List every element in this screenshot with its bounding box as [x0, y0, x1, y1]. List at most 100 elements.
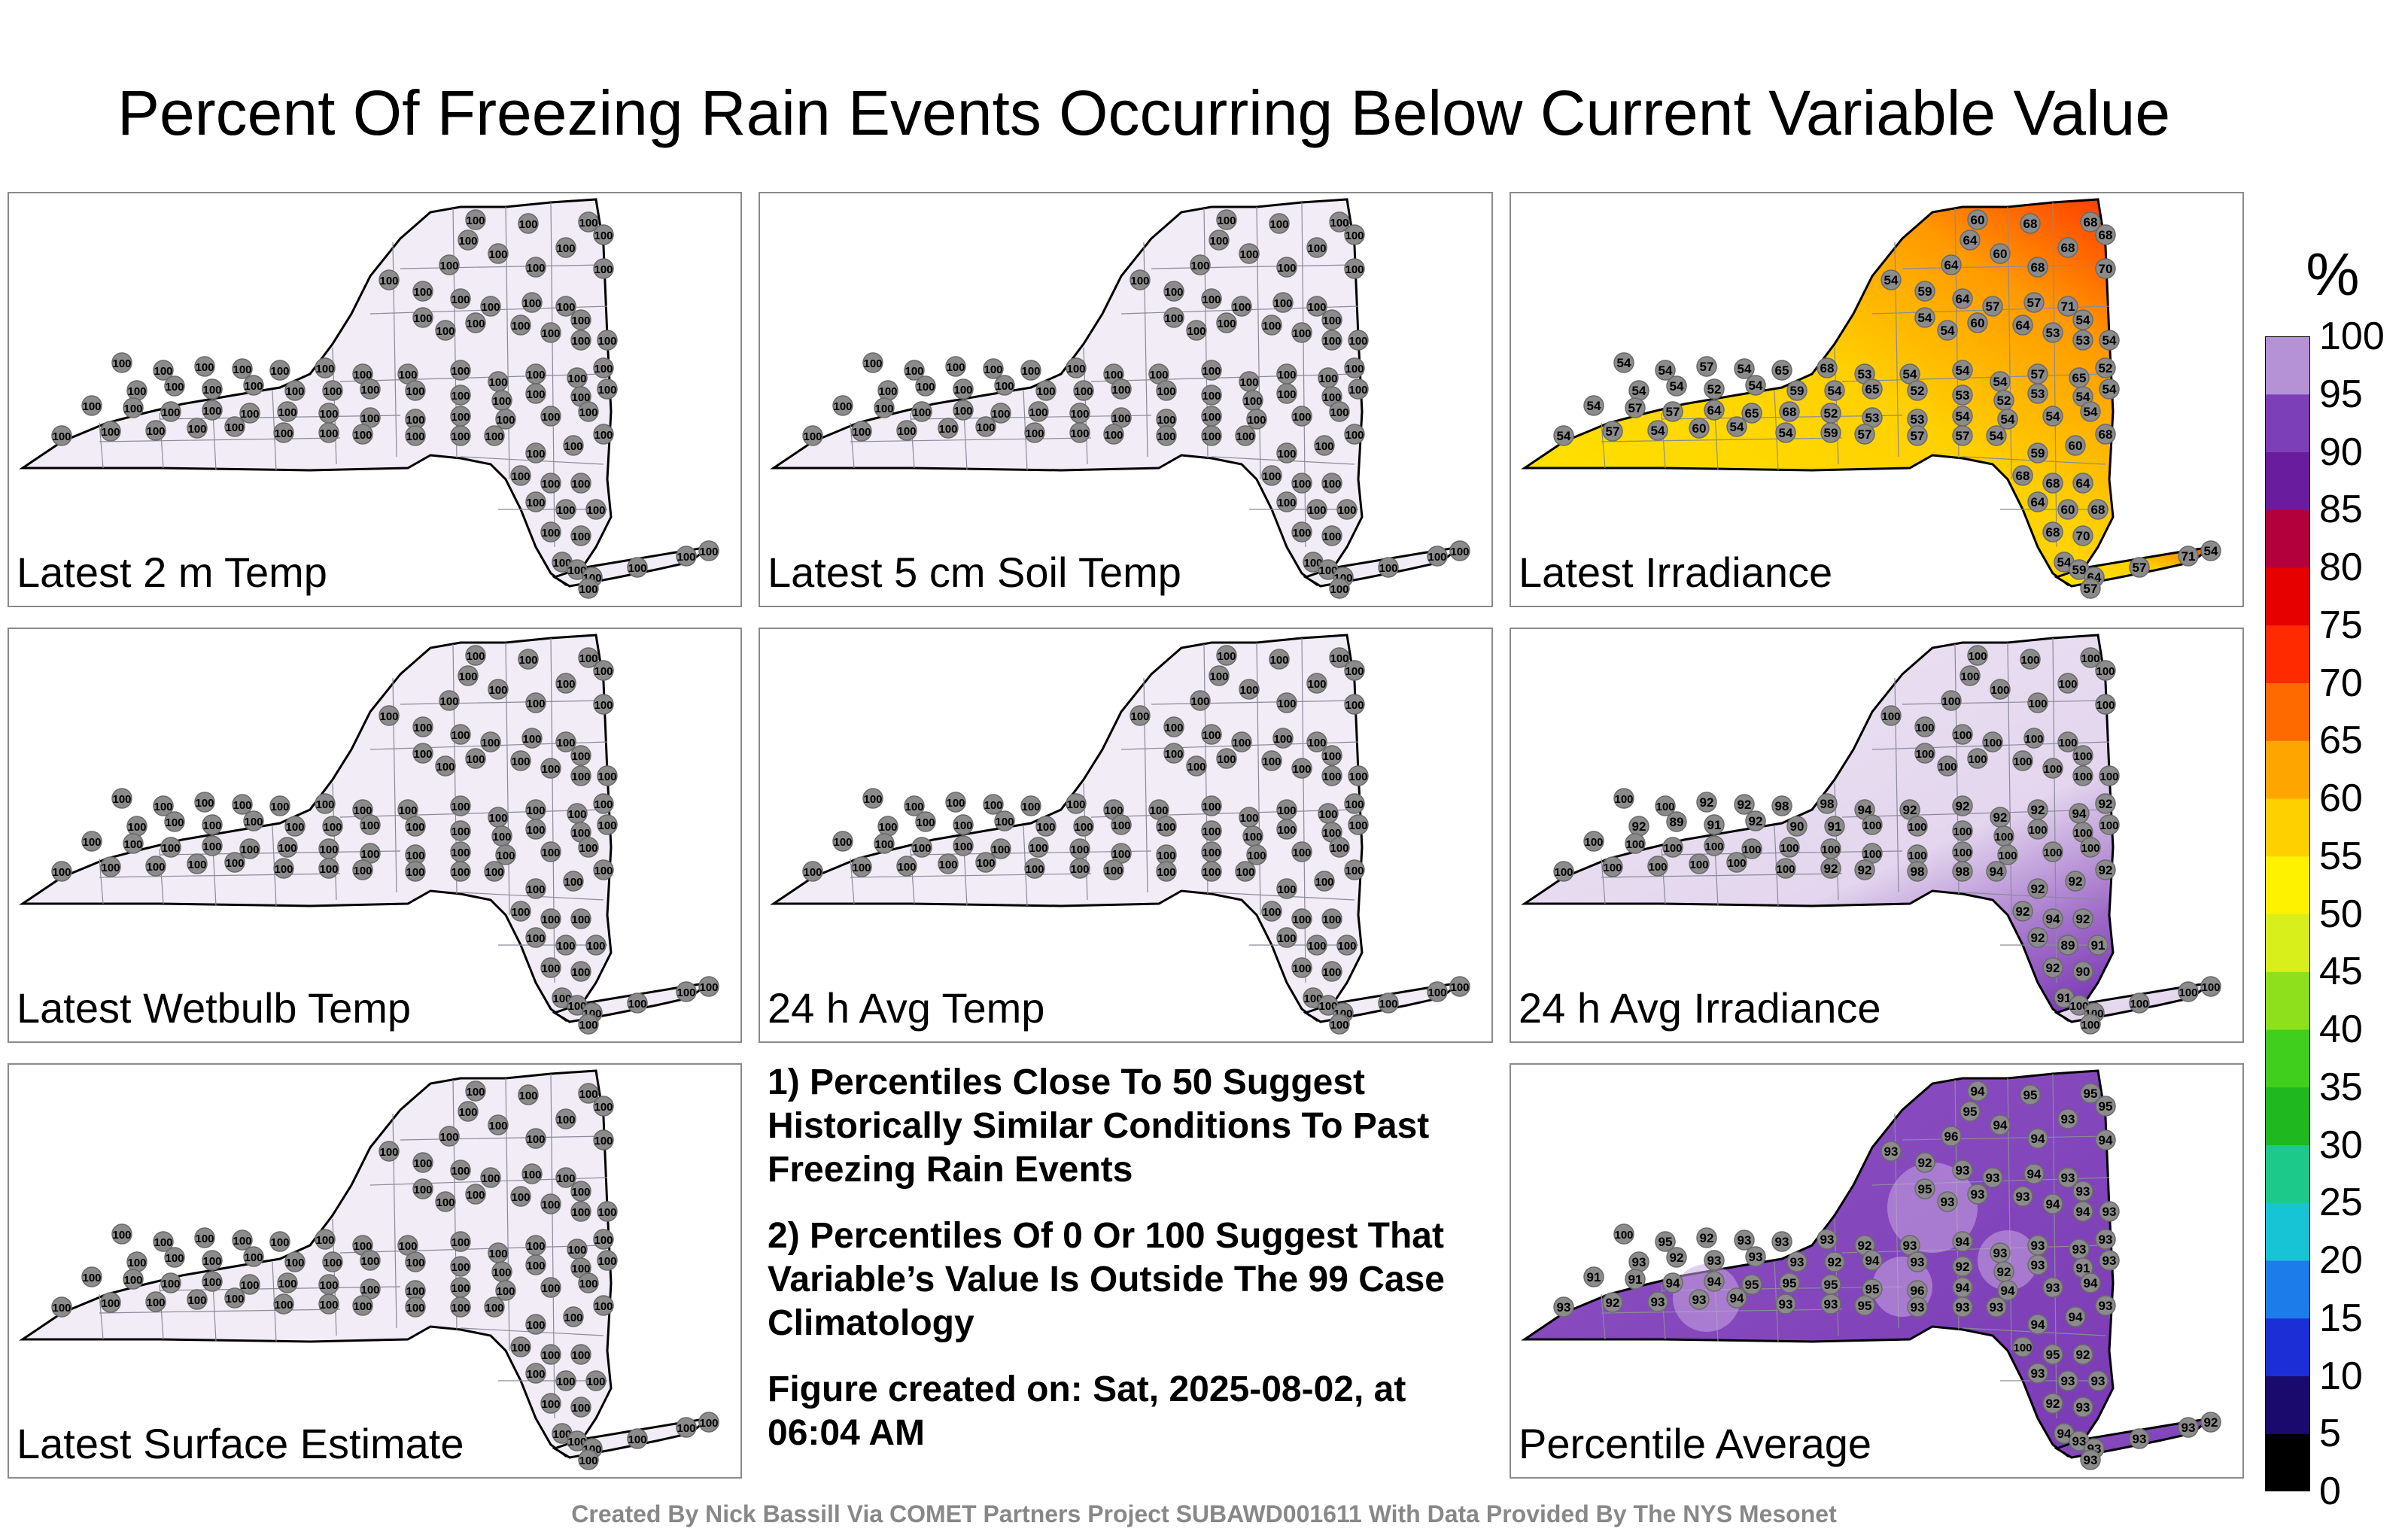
station-value: 94 [2057, 1427, 2072, 1441]
station-value: 100 [1190, 695, 1209, 708]
station-dot [2129, 557, 2150, 578]
station-dot [578, 647, 599, 668]
station-dot [2099, 378, 2120, 400]
station-value: 100 [52, 430, 71, 443]
station-value: 100 [2073, 750, 2092, 763]
station-marker: 100 [51, 1296, 72, 1318]
colorbar-band [2265, 440, 2310, 452]
county-line [1902, 700, 2106, 705]
station-value: 100 [1202, 825, 1221, 838]
station-dot [153, 1231, 174, 1252]
station-dot [1103, 424, 1124, 445]
station-marker: 100 [1103, 424, 1124, 445]
station-value: 100 [1915, 722, 1934, 734]
station-value: 100 [1292, 411, 1311, 424]
station-marker: 92 [2200, 1412, 2221, 1433]
station-value: 100 [699, 546, 718, 558]
station-dot [540, 957, 561, 978]
station-marker: 53 [1854, 363, 1875, 385]
station-marker: 100 [1028, 401, 1049, 422]
station-marker: 68 [1779, 401, 1800, 422]
station-value: 100 [594, 429, 613, 442]
station-dot [1625, 397, 1646, 418]
station-value: 54 [1659, 363, 1673, 378]
station-dot [2057, 1108, 2078, 1129]
station-dot [480, 296, 501, 317]
station-dot [1907, 1251, 1928, 1272]
station-dot [1817, 1229, 1838, 1250]
station-value: 100 [526, 1133, 545, 1146]
station-dot [1907, 816, 1928, 837]
station-marker: 100 [578, 1449, 599, 1470]
station-value: 100 [101, 1297, 120, 1310]
station-marker: 100 [1997, 844, 2018, 865]
station-value: 100 [1990, 684, 2009, 697]
station-dot [284, 380, 306, 401]
station-marker: 100 [2012, 750, 2033, 771]
station-marker: 100 [360, 407, 381, 428]
station-marker: 100 [202, 1271, 223, 1292]
station-marker: 100 [1689, 853, 1710, 874]
station-marker: 93 [1553, 1296, 1574, 1318]
station-marker: 100 [1246, 409, 1267, 430]
station-dot [570, 908, 591, 929]
station-dot [458, 229, 479, 251]
station-dot [2095, 660, 2116, 681]
station-value: 100 [451, 411, 470, 424]
station-value: 100 [1960, 670, 1979, 683]
station-dot [1704, 1271, 1725, 1292]
station-value: 100 [1322, 391, 1341, 404]
station-value: 57 [1858, 427, 1872, 442]
station-marker: 100 [1348, 378, 1369, 400]
station-dot [405, 861, 426, 882]
station-dot [2099, 1201, 2120, 1222]
station-dot [1321, 765, 1342, 786]
station-value: 57 [2084, 582, 2098, 596]
station-dot [2027, 1128, 2048, 1149]
station-dot [555, 1167, 576, 1188]
colorbar-band [2265, 602, 2310, 614]
station-marker: 100 [450, 288, 471, 309]
map-panel-latest-irradiance: 60 68 68 68 64 64 60 68 68 70 54 59 64 57 57 71 54 54 54 60… [1510, 192, 2244, 607]
station-marker: 100 [552, 552, 573, 573]
station-dot [525, 1314, 546, 1335]
station-value: 100 [567, 1000, 586, 1013]
station-marker: 100 [1318, 367, 1339, 388]
station-value: 54 [2001, 412, 2015, 427]
station-value: 68 [2091, 503, 2105, 517]
station-value: 100 [526, 698, 545, 710]
station-dot [1276, 692, 1297, 713]
station-dot [597, 1250, 618, 1271]
station-value: 100 [165, 1252, 184, 1265]
station-value: 100 [319, 1299, 338, 1312]
station-marker: 100 [1291, 406, 1312, 427]
station-dot [1967, 748, 1988, 769]
station-dot [593, 258, 614, 279]
station-dot [627, 992, 648, 1014]
station-marker: 100 [450, 425, 471, 446]
station-marker: 100 [1907, 844, 1928, 865]
colorbar-tick-label: 80 [2319, 546, 2363, 589]
station-marker: 100 [412, 281, 433, 302]
station-dot [1291, 758, 1312, 779]
station-value: 100 [976, 857, 995, 870]
station-value: 100 [1318, 564, 1337, 577]
station-marker: 100 [405, 425, 426, 446]
station-value: 100 [699, 1417, 718, 1430]
station-marker: 100 [1156, 380, 1177, 401]
station-value: 100 [852, 426, 871, 439]
station-dot [1696, 792, 1717, 813]
station-marker: 100 [1914, 743, 1935, 764]
station-value: 100 [2020, 654, 2039, 667]
station-dot [465, 312, 486, 333]
colorbar-band [2265, 1110, 2310, 1123]
station-dot [224, 852, 245, 873]
station-value: 54 [1670, 379, 1684, 394]
station-value: 100 [938, 859, 957, 871]
station-marker: 93 [1899, 1235, 1920, 1256]
colorbar-tick-label: 65 [2319, 719, 2363, 763]
station-marker: 100 [81, 1266, 102, 1287]
station-value: 100 [360, 848, 379, 861]
station-value: 100 [315, 363, 334, 375]
station-value: 100 [1243, 831, 1262, 843]
